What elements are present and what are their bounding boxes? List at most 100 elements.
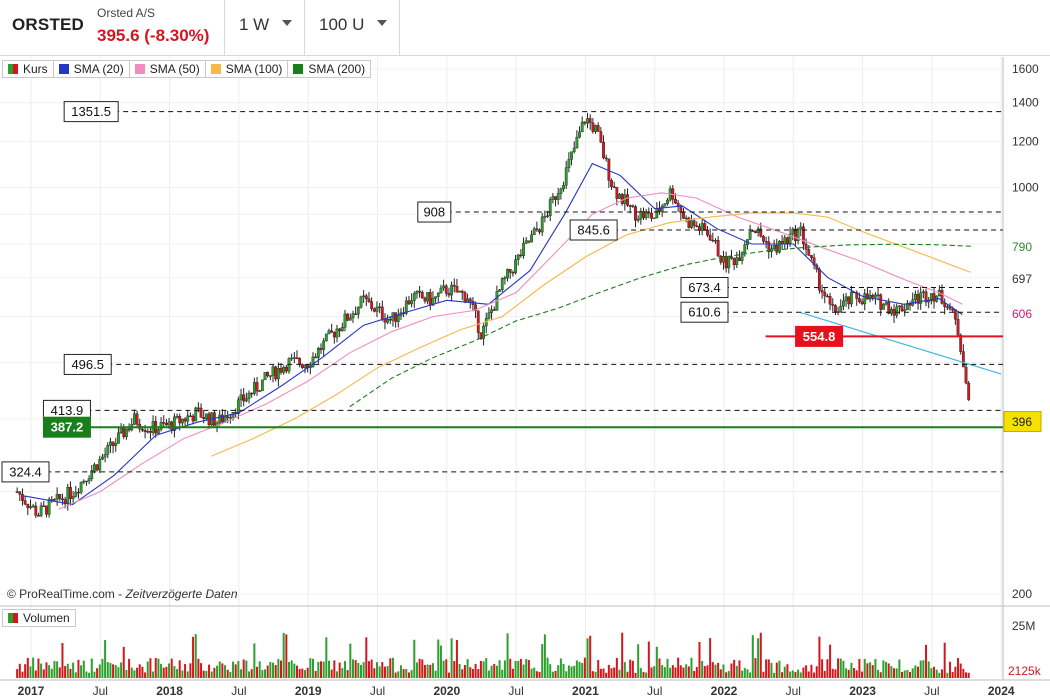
instrument-box[interactable]: ORSTED Orsted A/S 395.6 (-8.30%) xyxy=(0,0,225,56)
volume-bar xyxy=(168,663,171,678)
volume-bar xyxy=(959,663,962,678)
volume-bar xyxy=(935,669,938,678)
volume-legend-item[interactable]: Volumen xyxy=(2,609,76,627)
volume-bar xyxy=(882,660,885,678)
volume-bar xyxy=(565,671,568,678)
volume-bar xyxy=(88,672,91,678)
volume-legend-label: Volumen xyxy=(23,611,70,625)
units-selector[interactable]: 100 U xyxy=(305,0,400,56)
volume-bar xyxy=(647,641,650,678)
candle-body xyxy=(18,491,22,495)
x-tick-label: 2018 xyxy=(156,684,183,698)
x-tick-label: Jul xyxy=(231,684,246,698)
candle-body xyxy=(767,241,771,252)
volume-bar xyxy=(549,664,552,678)
volume-bar xyxy=(885,661,888,678)
volume-bar xyxy=(365,637,368,678)
level-label-box[interactable] xyxy=(417,201,452,223)
candle-body xyxy=(258,390,262,393)
level-label-box[interactable] xyxy=(63,353,112,375)
candle-body xyxy=(298,358,302,365)
volume-bar xyxy=(455,640,458,678)
volume-bar xyxy=(357,662,360,678)
candle-body xyxy=(903,309,907,312)
level-label-box[interactable] xyxy=(680,276,729,298)
volume-bar xyxy=(751,635,754,678)
volume-bar xyxy=(386,665,389,678)
candle-body xyxy=(410,300,414,305)
legend-item[interactable]: Kurs xyxy=(2,60,54,78)
candle-body xyxy=(719,255,723,263)
legend-item[interactable]: SMA (20) xyxy=(52,60,130,78)
volume-bar xyxy=(653,666,656,678)
candle-body xyxy=(340,327,344,332)
legend-item[interactable]: SMA (200) xyxy=(287,60,372,78)
volume-bar xyxy=(378,666,381,678)
volume-bar xyxy=(335,671,338,678)
volume-bar xyxy=(562,663,565,678)
candle-body xyxy=(881,303,885,310)
volume-bar xyxy=(394,672,397,678)
volume-bar xyxy=(93,671,96,678)
level-label-box[interactable] xyxy=(1,461,50,483)
level-label-box[interactable] xyxy=(569,219,618,241)
candle-body xyxy=(103,454,107,458)
y-tick-label: 1200 xyxy=(1012,135,1039,149)
x-tick-label: 2022 xyxy=(711,684,738,698)
volume-bar xyxy=(762,671,765,678)
volume-bar xyxy=(815,666,818,678)
interval-label: 1 W xyxy=(239,15,270,34)
candle-body xyxy=(722,256,725,263)
volume-bar xyxy=(61,643,64,678)
candle-body xyxy=(29,506,32,509)
volume-bar xyxy=(503,660,506,678)
candle-body xyxy=(146,431,150,433)
volume-bar xyxy=(391,657,394,678)
volume-bar xyxy=(226,669,229,678)
candle-body xyxy=(98,458,102,471)
volume-bar xyxy=(72,662,75,678)
volume-bar xyxy=(399,665,402,678)
volume-bar xyxy=(498,660,501,678)
interval-selector[interactable]: 1 W xyxy=(225,0,305,56)
level-label-box[interactable] xyxy=(63,101,119,123)
candle-body xyxy=(607,158,611,181)
volume-bar xyxy=(799,672,802,678)
level-label-box[interactable] xyxy=(680,301,729,323)
candle-body xyxy=(356,306,360,315)
volume-bar xyxy=(781,672,784,678)
volume-bar xyxy=(50,668,53,678)
volume-bar xyxy=(194,634,197,678)
candle-body xyxy=(420,291,424,299)
legend-item[interactable]: SMA (50) xyxy=(128,60,206,78)
candle-body xyxy=(900,305,904,312)
legend-item[interactable]: SMA (100) xyxy=(204,60,289,78)
y-highlight-label: 790 xyxy=(1012,240,1032,254)
volume-bar xyxy=(125,670,128,678)
volume-bar xyxy=(674,667,677,678)
volume-bar xyxy=(186,671,189,678)
volume-bar xyxy=(402,669,405,678)
candle-body xyxy=(786,237,789,244)
level-label-box[interactable] xyxy=(795,325,844,347)
volume-bar xyxy=(317,661,320,678)
trendline[interactable] xyxy=(800,311,1002,375)
volume-bar xyxy=(917,666,920,678)
candle-body xyxy=(676,202,680,206)
volume-y-tick: 25M xyxy=(1012,619,1035,633)
candle-body xyxy=(58,494,62,499)
volume-bar xyxy=(754,658,757,678)
level-label: 845.6 xyxy=(577,223,610,238)
candle-body xyxy=(487,312,491,319)
candle-body xyxy=(388,319,392,321)
volume-bar xyxy=(253,643,256,678)
volume-bar xyxy=(765,659,768,678)
volume-bar xyxy=(298,668,301,678)
volume-bar xyxy=(202,670,205,678)
volume-bar xyxy=(573,665,576,678)
x-tick-label: 2017 xyxy=(18,684,45,698)
level-label-box[interactable] xyxy=(42,416,91,438)
candle-body xyxy=(516,254,520,260)
candle-body xyxy=(644,211,648,219)
